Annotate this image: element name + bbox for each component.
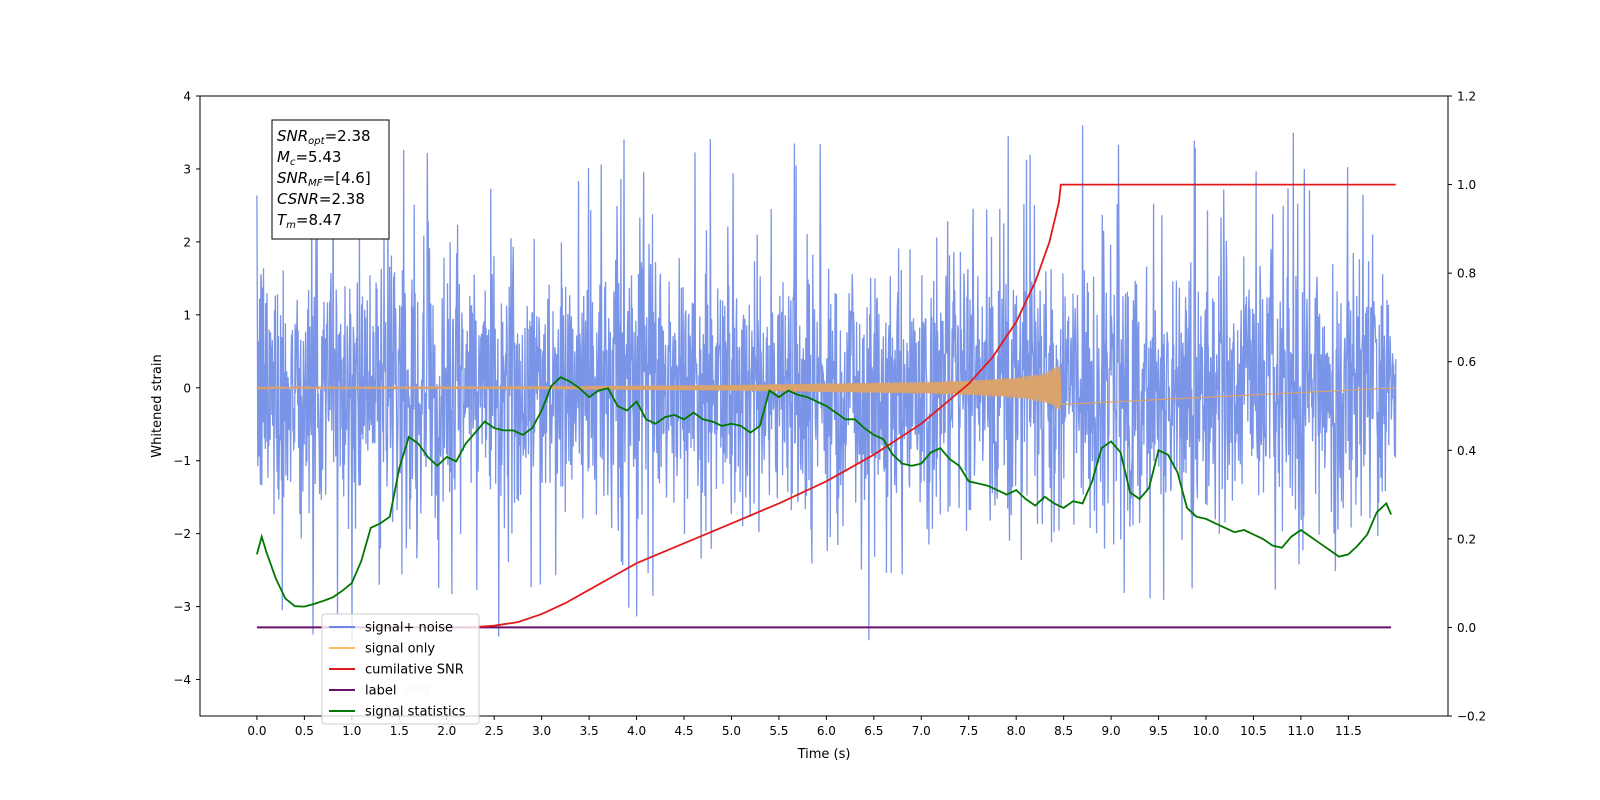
signal-statistics-line [256, 376, 1392, 608]
x-tick-label: 10.0 [1193, 724, 1220, 738]
x-tick-label: 2.0 [437, 724, 456, 738]
annotation-subscript: m [286, 220, 296, 231]
x-tick-label: 7.5 [959, 724, 978, 738]
annotation-value: =2.38 [325, 127, 371, 145]
signal-plus-noise-line [256, 125, 1397, 643]
y-tick-label: −1 [173, 454, 191, 468]
x-tick-label: 6.0 [817, 724, 836, 738]
legend-label: signal+ noise [365, 621, 453, 636]
y2-tick-label: 1.0 [1457, 178, 1476, 192]
x-tick-label: 7.0 [912, 724, 931, 738]
y-tick-label: 3 [183, 162, 191, 176]
y2-tick-label: 0.4 [1457, 444, 1476, 458]
x-tick-label: 9.5 [1149, 724, 1168, 738]
annotation-frame [271, 119, 390, 240]
legend-label: cumilative SNR [365, 663, 464, 678]
x-tick-label: 6.5 [864, 724, 883, 738]
x-tick-label: 8.0 [1007, 724, 1026, 738]
y-tick-label: −2 [173, 527, 191, 541]
x-axis-label: Time (s) [797, 747, 851, 762]
x-tick-label: 8.5 [1054, 724, 1073, 738]
y2-tick-label: 0.6 [1457, 355, 1476, 369]
annotation-value: =8.47 [296, 211, 342, 229]
annotation-symbol: SNR [277, 169, 308, 187]
x-tick-label: 4.0 [627, 724, 646, 738]
y2-tick-label: 0.8 [1457, 267, 1476, 281]
axes-frame [199, 95, 1449, 717]
x-tick-label: 0.0 [247, 724, 266, 738]
y-axis-right: −0.2 0.0 0.2 0.4 0.6 0.8 1.0 1.2 [1448, 90, 1486, 724]
x-tick-label: 5.5 [769, 724, 788, 738]
annotation-symbol: M [277, 148, 290, 166]
y-tick-label: 2 [183, 235, 191, 249]
y-axis-label: Whitened strain [150, 354, 165, 457]
y2-tick-label: 0.0 [1457, 621, 1476, 635]
x-axis: 0.0 0.5 1.0 1.5 2.0 2.5 3.0 3.5 4.0 4.5 5.0 5.5 6.0 6… [247, 716, 1362, 738]
y2-tick-label: 1.2 [1457, 90, 1476, 104]
annotation-line: Tm=8.47 [277, 211, 342, 231]
x-tick-label: 5.0 [722, 724, 741, 738]
x-tick-label: 4.5 [674, 724, 693, 738]
annotation-value: =5.43 [295, 148, 341, 166]
annotation-symbol: SNR [277, 127, 308, 145]
y-axis-left: −4 −3 −2 −1 0 1 2 3 4 [173, 90, 200, 687]
legend-label: signal only [365, 642, 435, 657]
legend-label: label [365, 684, 396, 699]
x-tick-label: 9.0 [1102, 724, 1121, 738]
x-tick-label: 2.5 [485, 724, 504, 738]
y2-tick-label: −0.2 [1457, 710, 1486, 724]
x-tick-label: 3.0 [532, 724, 551, 738]
x-tick-label: 1.0 [342, 724, 361, 738]
y-tick-label: −4 [173, 673, 191, 687]
y2-tick-label: 0.2 [1457, 532, 1476, 546]
annotation-line: SNRMF=[4.6] [277, 169, 371, 189]
annotation-box: SNRopt=2.38Mc=5.43SNRMF=[4.6]CSNR=2.38Tm… [271, 119, 390, 240]
x-tick-label: 1.5 [390, 724, 409, 738]
x-tick-label: 11.5 [1335, 724, 1362, 738]
y-tick-label: 1 [183, 308, 191, 322]
annotation-value: =2.38 [319, 190, 365, 208]
x-tick-label: 11.0 [1288, 724, 1315, 738]
cumulative-snr-line [470, 183, 1396, 629]
x-tick-label: 10.5 [1240, 724, 1267, 738]
annotation-subscript: c [290, 157, 296, 168]
annotation-symbol: CSNR [277, 190, 319, 208]
annotation-line: Mc=5.43 [277, 148, 341, 168]
annotation-line: CSNR=2.38 [277, 190, 365, 208]
annotation-value: =[4.6] [323, 169, 371, 187]
legend-label: signal statistics [365, 705, 466, 720]
y-tick-label: −3 [173, 600, 191, 614]
annotation-line: SNRopt=2.38 [277, 127, 371, 147]
y-tick-label: 4 [183, 90, 191, 104]
y-tick-label: 0 [183, 381, 191, 395]
signal-only-line [256, 365, 1396, 411]
x-tick-label: 3.5 [580, 724, 599, 738]
annotation-subscript: MF [308, 178, 323, 189]
x-tick-label: 0.5 [295, 724, 314, 738]
annotation-symbol: T [277, 211, 288, 229]
annotation-subscript: opt [308, 136, 325, 147]
legend-frame [321, 613, 480, 725]
